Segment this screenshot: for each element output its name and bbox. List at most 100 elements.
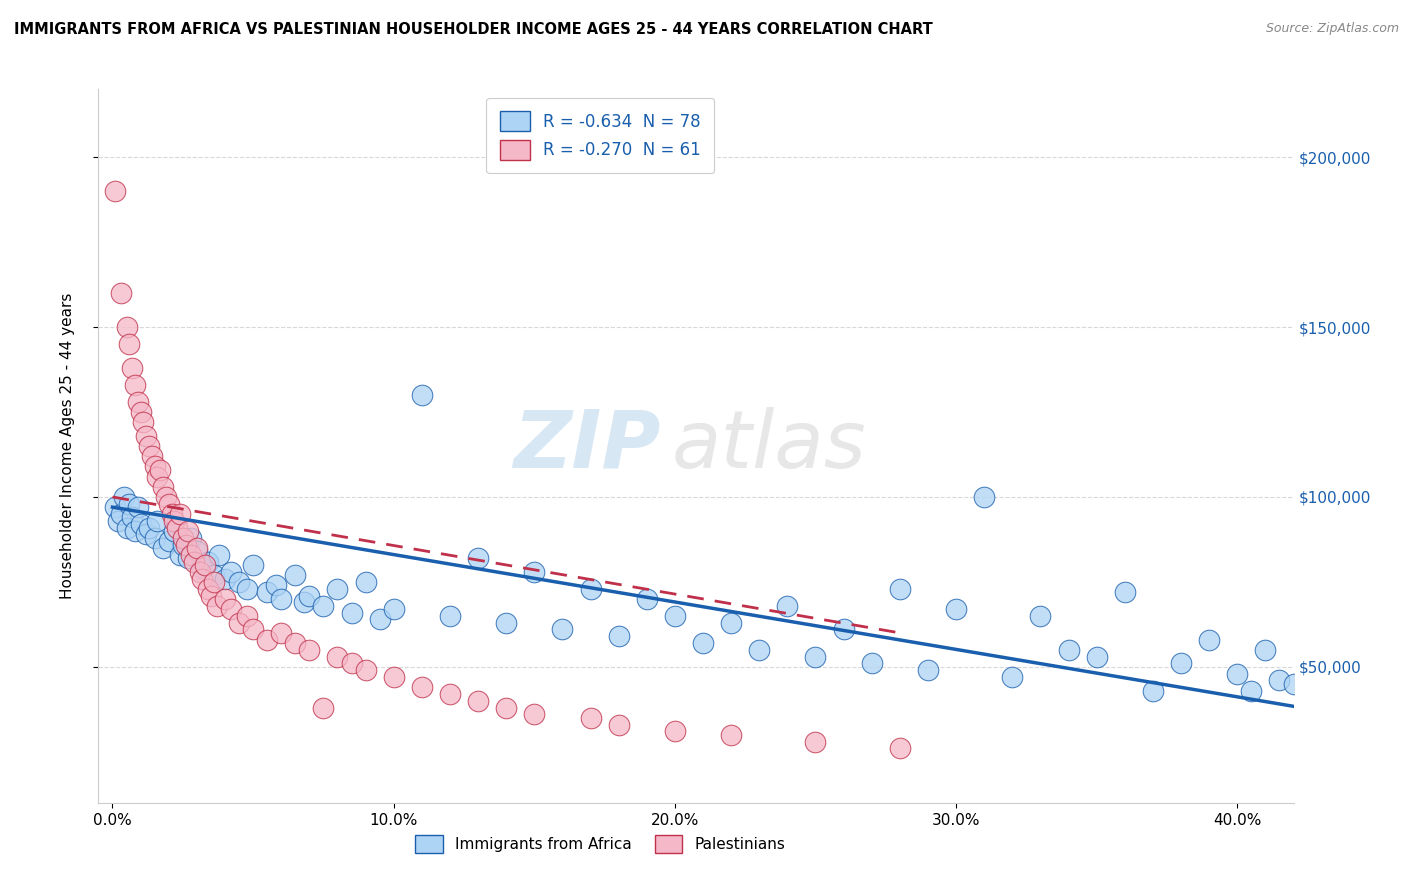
Point [439,687,461,701]
Point [127,500,149,515]
Point [889,582,911,596]
Point [155,490,177,504]
Point [832,623,855,637]
Point [284,568,307,582]
Point [129,405,152,419]
Point [340,657,363,671]
Point [264,578,287,592]
Point [1170,657,1192,671]
Point [124,377,146,392]
Point [1114,585,1136,599]
Point [523,565,546,579]
Point [354,574,377,589]
Point [138,520,160,534]
Point [166,520,188,534]
Point [607,717,630,731]
Point [174,537,197,551]
Point [143,459,166,474]
Point [115,520,138,534]
Point [439,608,461,623]
Point [191,561,214,575]
Point [579,582,602,596]
Point [467,694,489,708]
Point [118,497,141,511]
Point [104,184,127,198]
Point [523,707,546,722]
Point [180,548,202,562]
Point [1142,683,1164,698]
Point [1226,666,1249,681]
Point [104,500,127,515]
Point [292,595,315,609]
Point [228,574,250,589]
Point [228,615,250,630]
Point [112,490,135,504]
Point [1254,643,1277,657]
Point [776,599,799,613]
Point [107,514,129,528]
Point [177,551,200,566]
Point [368,612,391,626]
Legend: Immigrants from Africa, Palestinians: Immigrants from Africa, Palestinians [409,829,792,859]
Point [256,585,278,599]
Point [202,568,225,582]
Point [197,555,219,569]
Point [152,480,174,494]
Point [135,527,157,541]
Point [163,524,186,538]
Point [242,623,264,637]
Text: ZIP: ZIP [513,407,661,485]
Point [152,541,174,555]
Point [256,632,278,647]
Point [188,565,211,579]
Point [579,711,602,725]
Point [326,649,349,664]
Point [1057,643,1080,657]
Text: Source: ZipAtlas.com: Source: ZipAtlas.com [1265,22,1399,36]
Point [1282,677,1305,691]
Point [411,680,433,694]
Point [312,700,335,714]
Point [132,415,155,429]
Point [326,582,349,596]
Point [1001,670,1024,684]
Point [172,531,194,545]
Point [115,320,138,334]
Point [551,623,574,637]
Point [804,649,827,664]
Text: IMMIGRANTS FROM AFRICA VS PALESTINIAN HOUSEHOLDER INCOME AGES 25 - 44 YEARS CORR: IMMIGRANTS FROM AFRICA VS PALESTINIAN HO… [14,22,932,37]
Point [110,507,132,521]
Point [1240,683,1263,698]
Point [121,510,143,524]
Point [917,663,939,677]
Point [1085,649,1108,664]
Point [382,602,405,616]
Point [121,360,143,375]
Point [138,439,160,453]
Point [1324,680,1347,694]
Point [382,670,405,684]
Point [143,531,166,545]
Point [236,582,259,596]
Point [127,394,149,409]
Point [219,565,242,579]
Point [973,490,995,504]
Point [160,507,183,521]
Point [1198,632,1220,647]
Point [495,615,517,630]
Point [1296,714,1319,729]
Point [110,286,132,301]
Point [312,599,335,613]
Point [298,589,321,603]
Point [146,514,169,528]
Point [467,551,489,566]
Point [219,602,242,616]
Point [163,514,186,528]
Point [1310,707,1333,722]
Point [191,572,214,586]
Point [340,606,363,620]
Point [804,734,827,748]
Point [129,517,152,532]
Point [169,548,191,562]
Point [169,507,191,521]
